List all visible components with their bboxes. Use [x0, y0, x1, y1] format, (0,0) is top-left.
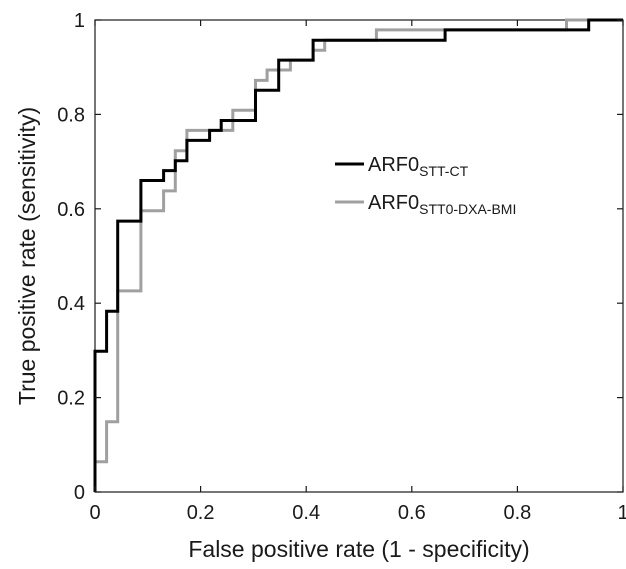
y-tick-label: 0: [74, 482, 85, 504]
legend-label-stt0-dxa-bmi: ARF0STT0-DXA-BMI: [368, 192, 516, 217]
series-layer: [93, 18, 623, 492]
x-tick-label: 0.2: [187, 502, 215, 524]
x-tick-label: 0.4: [292, 502, 320, 524]
y-tick-label: 0.4: [57, 293, 85, 315]
y-tick-label: 1: [74, 10, 85, 32]
legend: ARF0STT-CT ARF0STT0-DXA-BMI: [335, 154, 516, 217]
y-axis-label: True positive rate (sensitivity): [14, 107, 40, 405]
ticks-layer: 0 0.2 0.4 0.6 0.8 1 0 0.2 0.4 0.6 0.8 1: [57, 10, 626, 524]
y-tick-label: 0.6: [57, 199, 85, 221]
x-tick-label: 1: [617, 502, 626, 524]
plot-frame: [94, 19, 624, 493]
y-tick-label: 0.8: [57, 104, 85, 126]
x-tick-label: 0: [89, 502, 100, 524]
series-line-1: [93, 18, 623, 492]
x-tick-label: 0.6: [398, 502, 426, 524]
x-axis-label: False positive rate (1 - specificity): [188, 536, 529, 562]
y-tick-label: 0.2: [57, 388, 85, 410]
series-line-0: [93, 18, 623, 492]
legend-label-stt-ct: ARF0STT-CT: [368, 154, 469, 179]
x-tick-label: 0.8: [503, 502, 531, 524]
plot-area: [94, 19, 624, 493]
